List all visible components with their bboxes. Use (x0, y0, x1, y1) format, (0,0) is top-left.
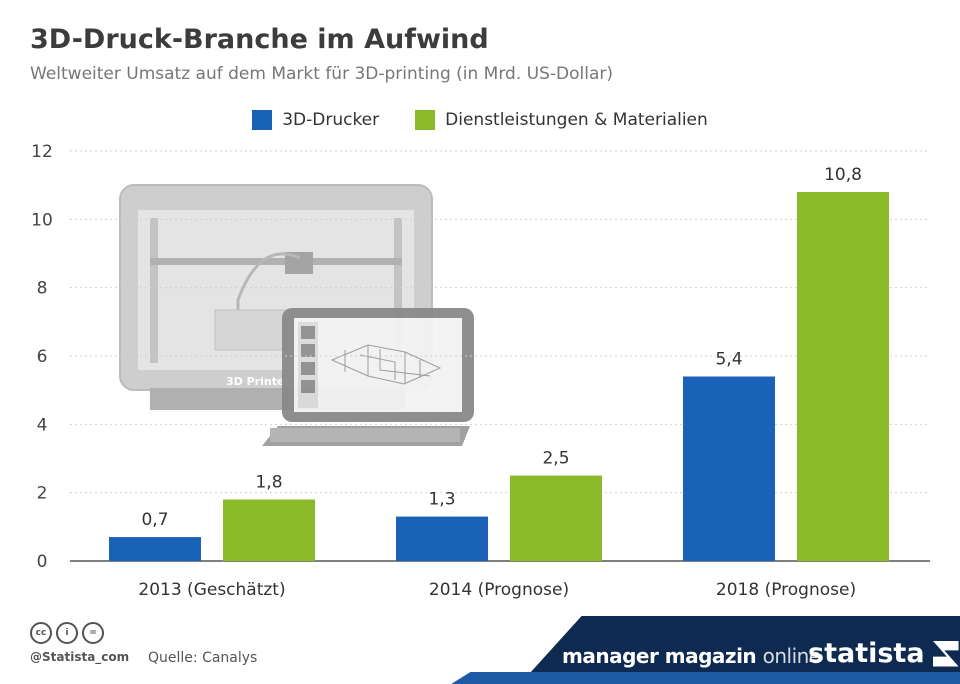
x-tick-label: 2013 (Geschätzt) (138, 580, 285, 600)
statista-credit: @Statista_com (30, 650, 130, 664)
nd-icon: = (82, 622, 104, 644)
manager-magazin-bold: manager magazin (562, 644, 757, 668)
manager-magazin-logo[interactable]: manager magazin online (562, 644, 821, 668)
bar-value-label: 5,4 (715, 350, 742, 370)
bar-value-label: 1,3 (428, 490, 455, 510)
y-tick-label: 2 (37, 484, 48, 504)
bars: 0,7 1,8 1,3 2,5 5,4 10,8 (109, 165, 889, 561)
legend-item-3d-drucker: 3D-Drucker (252, 110, 379, 130)
x-axis: 2013 (Geschätzt) 2014 (Prognose) 2018 (Pro… (138, 580, 856, 600)
y-tick-label: 6 (37, 347, 48, 367)
legend-swatch-dienstleistungen (415, 110, 436, 130)
y-tick-label: 10 (31, 210, 53, 230)
grid-lines (70, 150, 930, 562)
chart-canvas: 3D Printer 0 2 4 6 8 10 12 0,7 1,8 1,3 2,5 5,4 10,8… (31, 142, 930, 600)
y-tick-label: 0 (37, 552, 48, 572)
y-tick-label: 8 (37, 279, 48, 299)
legend-item-dienstleistungen: Dienstleistungen & Materialien (415, 110, 708, 130)
cc-icon: cc (30, 622, 52, 644)
bar-3d-drucker (683, 376, 775, 561)
cc-icons: cc i = (30, 622, 129, 644)
license-block: cc i = @Statista_com (30, 622, 129, 664)
manager-magazin-online: online (762, 644, 822, 668)
y-axis: 0 2 4 6 8 10 12 (31, 142, 53, 572)
x-tick-label: 2014 (Prognose) (429, 580, 569, 600)
bar-value-label: 1,8 (255, 473, 282, 493)
bar-3d-drucker (396, 516, 488, 561)
bar-value-label: 0,7 (141, 510, 168, 530)
legend-label-3d-drucker: 3D-Drucker (282, 110, 380, 130)
printer-label: 3D Printer (226, 375, 290, 388)
bar-dienstleistungen (223, 499, 315, 561)
bar-value-label: 2,5 (542, 449, 569, 469)
tablet-illustration (262, 308, 474, 446)
bar-dienstleistungen (797, 192, 889, 561)
bar-3d-drucker (109, 537, 201, 561)
x-tick-label: 2018 (Prognose) (716, 580, 856, 600)
legend-swatch-3d-drucker (252, 110, 273, 130)
legend-label-dienstleistungen: Dienstleistungen & Materialien (445, 110, 708, 130)
chart-title: 3D-Druck-Branche im Aufwind (30, 24, 489, 55)
statista-wordmark: statista (808, 638, 925, 669)
chart-subtitle: Weltweiter Umsatz auf dem Markt für 3D-p… (30, 64, 613, 84)
bar-dienstleistungen (510, 475, 602, 561)
statista-logo[interactable]: statista (808, 638, 959, 669)
legend: 3D-Drucker Dienstleistungen & Materialie… (0, 110, 960, 130)
by-icon: i (56, 622, 78, 644)
footer-accent-band (451, 672, 960, 684)
y-tick-label: 12 (31, 142, 53, 162)
source-text: Quelle: Canalys (148, 650, 258, 666)
statista-mark-icon (932, 640, 959, 667)
bar-value-label: 10,8 (824, 165, 862, 185)
y-tick-label: 4 (37, 415, 48, 435)
